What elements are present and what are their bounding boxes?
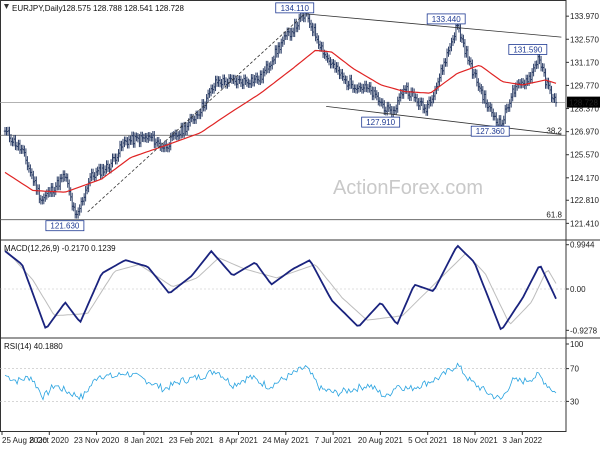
watermark: ActionForex.com [333,177,483,199]
price-y-tick-label: 132.570 [570,35,599,44]
last-price-label: 128.728 [569,99,598,108]
price-annotation-box [470,125,510,137]
price-annotation-label: 131.590 [513,45,542,54]
x-tick-label: 25 Aug 2020 [2,436,47,445]
price-y-tick-label: 129.770 [570,81,599,90]
macd-signal-line [4,248,557,325]
fib-level-label: 38.2 [546,126,562,135]
macd-title: MACD(12,26,9) -0.2170 0.1239 [4,244,116,253]
price-annotation-label: 121.630 [50,222,79,231]
price-y-tick-label: 126.970 [570,128,599,137]
price-header-value: 128.788 [93,4,122,13]
price-y-tick-label: 122.810 [570,196,599,205]
price-annotation-box [275,2,315,14]
fib-level-label: 61.8 [546,211,562,220]
rsi-y-tick-label: 30 [570,397,579,406]
x-tick-label: 7 Jul 2021 [315,436,352,445]
price-header-value: 128.575 [62,4,91,13]
x-tick-label: 8 Jan 2021 [124,436,164,445]
price-annotation-box [45,220,85,232]
header-arrow-icon [4,4,9,9]
macd-line [4,244,557,331]
price-y-tick-label: 128.370 [570,105,599,114]
rsi-title: RSI(14) 40.1880 [4,342,63,351]
price-annotation-label: 127.910 [366,118,395,127]
rsi-line [4,362,557,401]
macd-y-tick-label: -0.9278 [570,326,598,335]
plot-frame [0,0,567,432]
moving-average-line [4,49,557,193]
x-tick-label: 5 Oct 2021 [408,436,448,445]
x-tick-label: 23 Nov 2020 [74,436,120,445]
uptrend-line [87,13,305,213]
x-tick-label: 18 Nov 2021 [452,436,498,445]
channel-upper-line [305,13,562,38]
price-annotation-label: 127.360 [476,127,505,136]
x-tick-label: 20 Aug 2021 [358,436,403,445]
price-header-value: 128.541 [124,4,153,13]
macd-y-tick-label: 0.00 [570,285,586,294]
rsi-y-tick-label: 100 [570,340,584,349]
rsi-y-tick-label: 70 [570,365,579,374]
x-tick-label: 3 Jan 2022 [503,436,543,445]
x-tick-label: 8 Apr 2021 [219,436,258,445]
x-tick-label: 8 Oct 2020 [30,436,70,445]
price-y-tick-label: 121.410 [570,219,599,228]
price-y-tick-label: 125.570 [570,151,599,160]
price-annotation-box [508,44,548,55]
x-tick-label: 23 Feb 2021 [169,436,214,445]
price-y-tick-label: 131.170 [570,58,599,67]
x-tick-label: 24 May 2021 [263,436,310,445]
price-header-value: 128.728 [155,4,184,13]
macd-y-tick-label: 0.9944 [570,241,595,250]
price-y-tick-label: 124.170 [570,174,599,183]
price-annotation-label: 134.110 [281,4,310,13]
price-y-tick-label: 133.970 [570,12,599,21]
last-price-tag [567,96,600,108]
price-annotation-box [361,116,401,128]
price-annotation-label: 133.440 [432,15,461,24]
price-title: EURJPY,Daily [12,4,63,13]
channel-lower-line [326,105,562,135]
price-annotation-box [426,13,466,25]
